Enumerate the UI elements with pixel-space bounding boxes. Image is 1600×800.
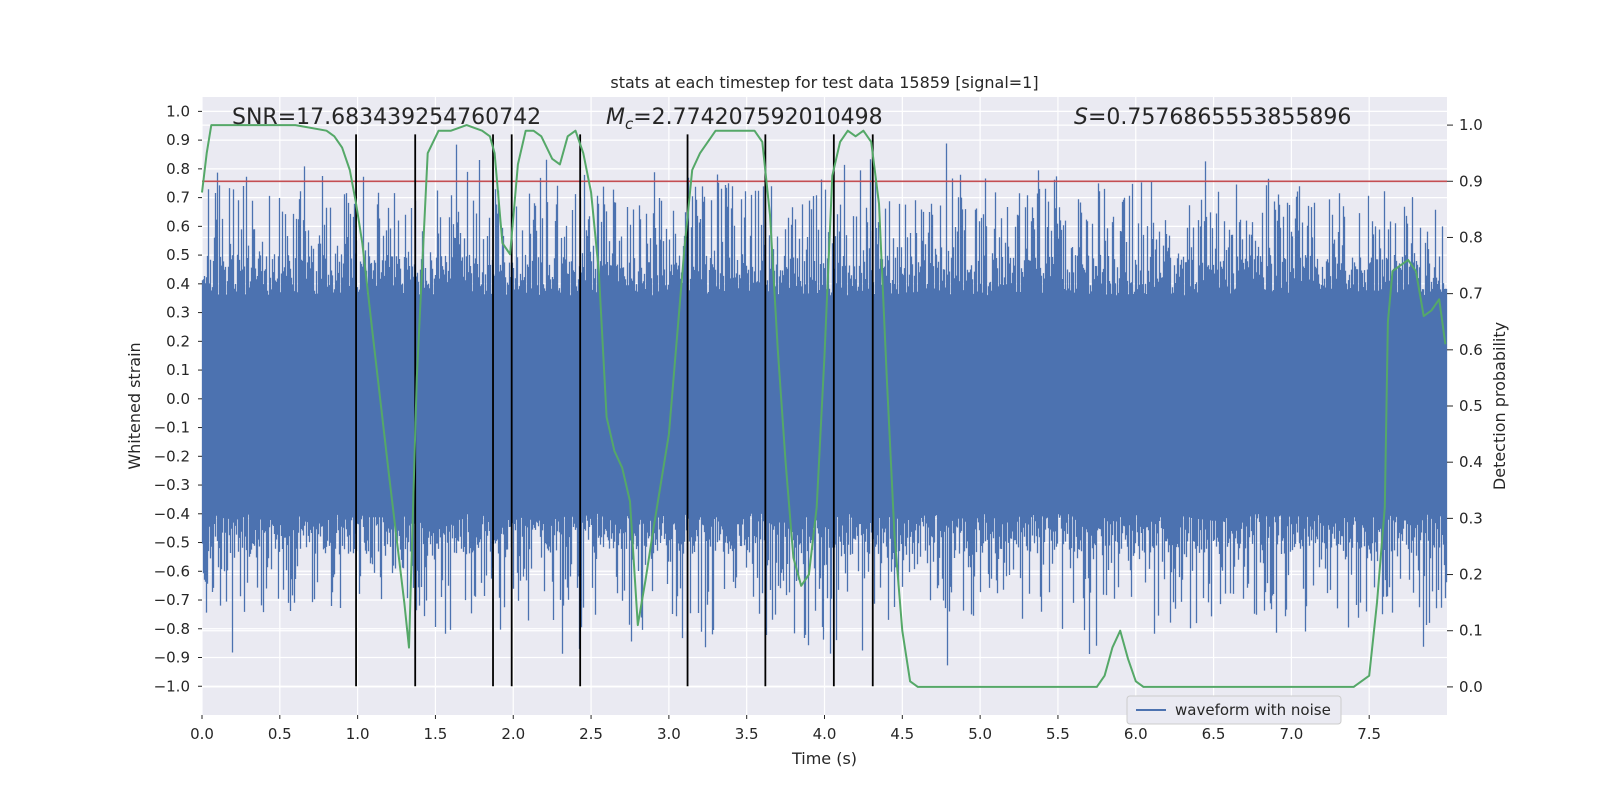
left-tick-label: −0.6 [154, 562, 190, 580]
left-y-axis-label: Whitened strain [125, 342, 144, 469]
x-tick-label: 2.0 [501, 725, 525, 743]
x-tick-label: 4.5 [890, 725, 914, 743]
left-tick-label: −0.3 [154, 476, 190, 494]
right-tick-label: 0.4 [1459, 453, 1483, 471]
chirp-mass-annotation: Mc=2.774207592010498 [606, 105, 883, 133]
x-tick-label: 1.0 [346, 725, 370, 743]
x-tick-label: 0.0 [190, 725, 214, 743]
x-axis-label: Time (s) [791, 749, 857, 768]
left-tick-label: −1.0 [154, 677, 190, 695]
left-tick-label: 0.7 [166, 189, 190, 207]
right-tick-label: 0.5 [1459, 397, 1483, 415]
chirp-mass-subscript: c [625, 115, 634, 133]
x-tick-label: 2.5 [579, 725, 603, 743]
left-tick-label: −0.8 [154, 620, 190, 638]
snr-annotation: SNR=17.683439254760742 [232, 105, 541, 130]
left-tick-label: −0.9 [154, 649, 190, 667]
right-tick-label: 0.0 [1459, 678, 1483, 696]
right-tick-label: 0.2 [1459, 566, 1483, 584]
right-tick-label: 0.9 [1459, 172, 1483, 190]
left-tick-label: 0.6 [166, 217, 190, 235]
left-tick-label: 0.0 [166, 390, 190, 408]
right-tick-label: 0.7 [1459, 285, 1483, 303]
left-tick-label: −0.1 [154, 419, 190, 437]
x-tick-label: 6.5 [1202, 725, 1226, 743]
x-tick-labels: 0.0 0.5 1.0 1.5 2.0 2.5 3.0 3.5 4.0 4.5 5.0 5.5 6.0 6… [190, 715, 1381, 743]
x-tick-label: 3.5 [735, 725, 759, 743]
s-symbol: S [1074, 105, 1088, 130]
left-tick-label: 0.9 [166, 131, 190, 149]
s-annotation: S=0.7576865553855896 [1074, 105, 1351, 130]
x-tick-label: 7.5 [1357, 725, 1381, 743]
chirp-mass-symbol: M [606, 105, 625, 130]
waveform-trace [201, 143, 1448, 666]
left-y-tick-labels: 1.0 0.9 0.8 0.7 0.6 0.5 0.4 0.3 0.2 0.1 0.0 −0.1 −0.… [154, 102, 202, 695]
x-tick-label: 4.0 [813, 725, 837, 743]
left-tick-label: 0.4 [166, 275, 190, 293]
left-tick-label: 0.1 [166, 361, 190, 379]
x-tick-label: 3.0 [657, 725, 681, 743]
s-value: =0.7576865553855896 [1088, 105, 1351, 130]
left-tick-label: 0.3 [166, 304, 190, 322]
x-tick-label: 6.0 [1124, 725, 1148, 743]
left-tick-label: −0.2 [154, 447, 190, 465]
right-y-axis-label: Detection probability [1490, 322, 1509, 490]
x-tick-label: 1.5 [424, 725, 448, 743]
x-tick-label: 5.0 [968, 725, 992, 743]
x-tick-label: 0.5 [268, 725, 292, 743]
right-tick-label: 0.3 [1459, 509, 1483, 527]
legend-box [1126, 695, 1342, 725]
left-tick-label: 0.2 [166, 332, 190, 350]
detection-probability-line [201, 124, 1447, 688]
legend: waveform with noise [1126, 695, 1342, 725]
left-tick-label: −0.7 [154, 591, 190, 609]
left-tick-label: −0.5 [154, 534, 190, 552]
left-tick-label: −0.4 [154, 505, 190, 523]
right-tick-label: 0.1 [1459, 622, 1483, 640]
right-y-tick-labels: 1.0 0.9 0.8 0.7 0.6 0.5 0.4 0.3 0.2 0.1 0.0 [1447, 116, 1483, 696]
left-tick-label: 1.0 [166, 102, 190, 120]
x-tick-label: 7.0 [1279, 725, 1303, 743]
right-tick-label: 0.8 [1459, 228, 1483, 246]
legend-label: waveform with noise [1175, 701, 1331, 719]
x-tick-label: 5.5 [1046, 725, 1070, 743]
left-tick-label: 0.5 [166, 246, 190, 264]
right-tick-label: 0.6 [1459, 341, 1483, 359]
waveform-with-noise-series [201, 143, 1448, 666]
chirp-mass-value: =2.774207592010498 [633, 105, 882, 130]
left-tick-label: 0.8 [166, 160, 190, 178]
chart-title: stats at each timestep for test data 158… [610, 73, 1038, 92]
right-tick-label: 1.0 [1459, 116, 1483, 134]
